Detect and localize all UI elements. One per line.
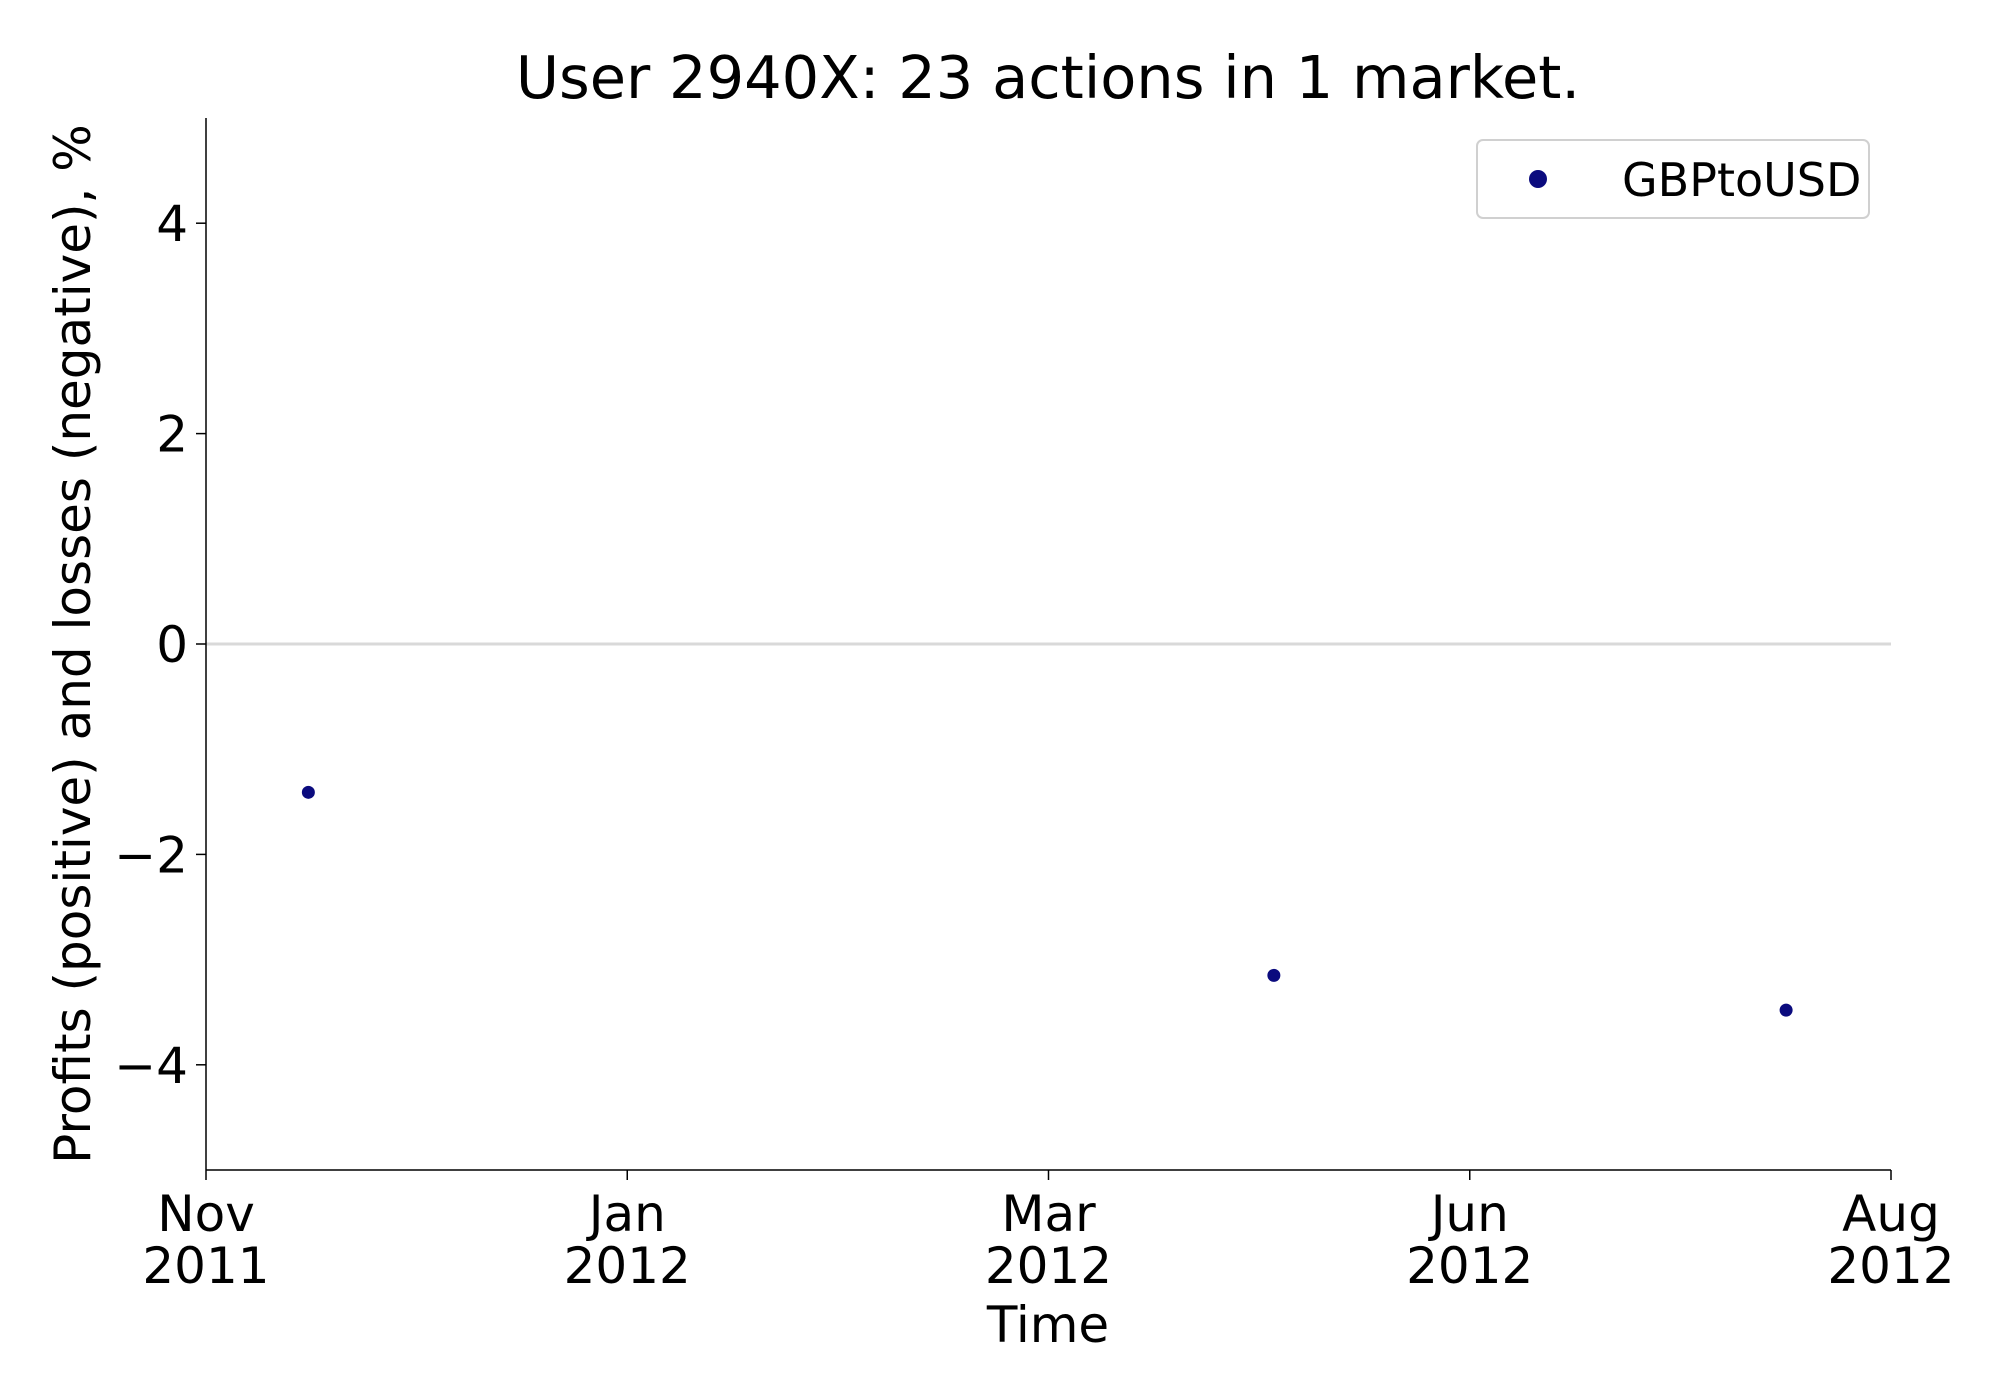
x-tick-label: Aug 2012 — [1827, 1185, 1955, 1295]
x-tick-label: Jan 2012 — [563, 1185, 691, 1295]
y-tick-label: 2 — [156, 406, 188, 464]
x-tick-label: Jun 2012 — [1406, 1185, 1534, 1295]
legend-marker — [1529, 170, 1547, 188]
legend-label: GBPtoUSD — [1622, 153, 1861, 207]
chart-title: User 2940X: 23 actions in 1 market. — [516, 43, 1580, 112]
y-tick-label: −2 — [114, 826, 188, 884]
x-tick-label: Nov 2011 — [142, 1185, 270, 1295]
y-tick-label: −4 — [114, 1037, 188, 1095]
point — [1779, 1003, 1793, 1017]
point — [301, 785, 315, 799]
x-axis-label: Time — [986, 1296, 1109, 1354]
y-axis-label: Profits (positive) and losses (negative)… — [44, 124, 102, 1164]
y-tick-label: 4 — [156, 195, 188, 253]
point — [1267, 968, 1281, 982]
y-tick-label: 0 — [156, 616, 188, 674]
x-tick-label: Mar 2012 — [984, 1185, 1113, 1295]
legend-box — [1476, 139, 1870, 219]
